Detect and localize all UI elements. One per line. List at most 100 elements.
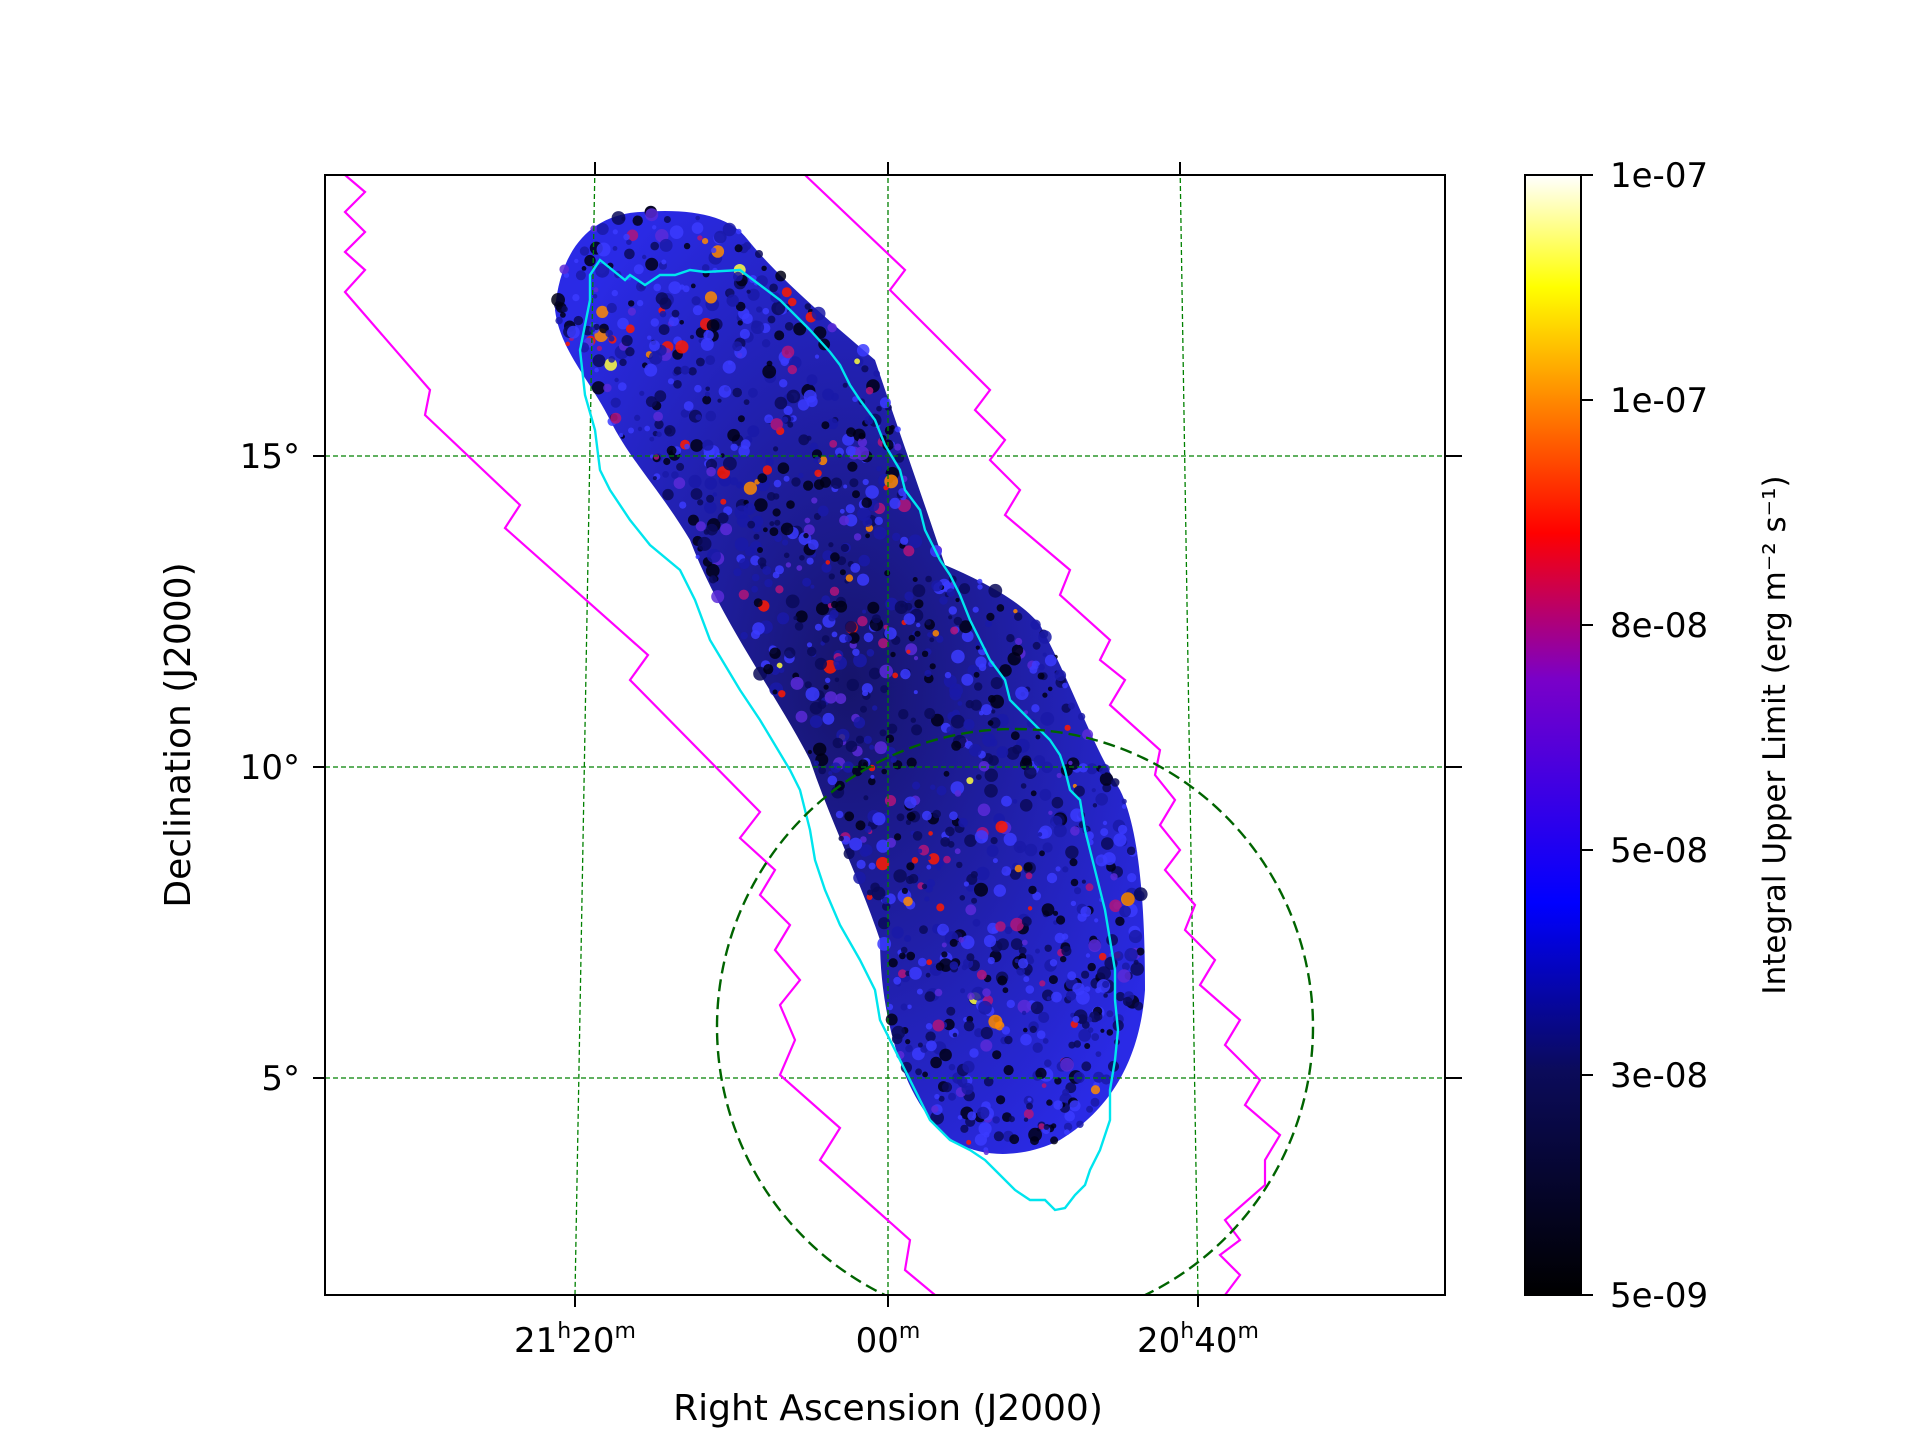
heatmap-cell	[924, 991, 936, 1002]
heatmap-cell	[687, 514, 699, 526]
heatmap-cell	[804, 303, 811, 310]
heatmap-cell	[936, 785, 947, 796]
heatmap-cell	[871, 614, 882, 624]
heatmap-cell	[900, 946, 908, 954]
heatmap-cell	[830, 762, 842, 773]
heatmap-cell	[954, 848, 961, 855]
heatmap-cell	[1035, 734, 1041, 740]
heatmap-cell	[926, 1040, 937, 1052]
heatmap-cell	[996, 746, 1009, 759]
heatmap-cell	[1086, 763, 1098, 775]
heatmap-cell	[603, 383, 612, 393]
heatmap-cell	[1082, 729, 1094, 741]
heatmap-cell	[659, 238, 673, 252]
heatmap-cell	[941, 1082, 953, 1093]
heatmap-cell	[1072, 1015, 1080, 1023]
heatmap-cell	[695, 215, 700, 221]
heatmap-cell	[925, 575, 932, 583]
heatmap-cell	[644, 363, 658, 377]
heatmap-cell	[903, 545, 915, 557]
heatmap-cell	[662, 488, 674, 501]
heatmap-cell	[761, 265, 767, 271]
heatmap-cell	[650, 318, 659, 327]
heatmap-cell	[1061, 933, 1069, 940]
heatmap-cell	[775, 270, 787, 282]
heatmap-cell	[596, 345, 603, 351]
heatmap-cell	[656, 431, 662, 438]
heatmap-cell	[1051, 991, 1062, 1003]
heatmap-cell	[956, 861, 963, 869]
heatmap-cell	[844, 620, 857, 633]
heatmap-cell	[976, 969, 987, 980]
heatmap-cell	[734, 537, 749, 552]
heatmap-cell	[644, 425, 651, 432]
heatmap-cell	[619, 433, 624, 438]
heatmap-cell	[752, 622, 765, 635]
heatmap-cell	[610, 412, 622, 424]
heatmap-cell	[805, 687, 820, 702]
heatmap-cell	[940, 837, 951, 847]
heatmap-cell	[855, 735, 865, 744]
heatmap-cell	[823, 684, 829, 690]
heatmap-cell	[830, 552, 840, 562]
heatmap-cell	[930, 1056, 942, 1069]
heatmap-cell	[1070, 878, 1079, 887]
heatmap-cell	[903, 613, 916, 625]
heatmap-cell	[1026, 1102, 1033, 1110]
heatmap-cell	[813, 742, 827, 756]
heatmap-cell	[632, 215, 643, 226]
heatmap-cell	[659, 310, 667, 318]
heatmap-cell	[871, 886, 886, 901]
heatmap-cell	[592, 294, 598, 299]
heatmap-cell	[1062, 866, 1069, 873]
heatmap-cell	[925, 1023, 933, 1030]
heatmap-cell	[908, 534, 923, 549]
heatmap-cell	[814, 354, 820, 359]
heatmap-cell	[720, 498, 727, 505]
heatmap-cell	[1039, 850, 1045, 857]
heatmap-cell	[1017, 846, 1022, 851]
heatmap-cell	[929, 637, 935, 643]
heatmap-cell	[702, 238, 709, 245]
heatmap-cell	[1070, 900, 1077, 907]
heatmap-cell	[991, 709, 996, 714]
heatmap-cell	[1078, 1028, 1092, 1042]
heatmap-cell	[922, 1071, 928, 1078]
heatmap-cell	[1099, 772, 1114, 786]
heatmap-cell	[762, 566, 772, 575]
heatmap-cell	[787, 297, 797, 307]
heatmap-cell	[718, 385, 732, 398]
heatmap-cell	[1030, 619, 1041, 630]
heatmap-cell	[666, 445, 677, 456]
heatmap-cell	[966, 1139, 972, 1145]
heatmap-cell	[926, 959, 933, 966]
heatmap-cell	[904, 602, 913, 611]
heatmap-cell	[1115, 991, 1126, 1002]
heatmap-cell	[1095, 854, 1108, 867]
heatmap-cell	[1109, 899, 1122, 913]
heatmap-cell	[784, 647, 796, 659]
heatmap-cell	[862, 609, 867, 614]
heatmap-cell	[978, 663, 987, 672]
heatmap-cell	[596, 223, 609, 235]
heatmap-cell	[946, 726, 954, 734]
heatmap-cell	[920, 1045, 928, 1053]
heatmap-cell	[753, 598, 763, 607]
heatmap-cell	[936, 635, 944, 643]
heatmap-cell	[960, 1124, 969, 1133]
heatmap-cell	[813, 456, 822, 464]
heatmap-cell	[565, 341, 570, 347]
heatmap-cell	[1055, 866, 1061, 872]
heatmap-cell	[645, 396, 657, 408]
heatmap-cell	[795, 710, 808, 723]
heatmap-cell	[1106, 934, 1118, 946]
heatmap-cell	[723, 456, 737, 471]
heatmap-cell	[730, 443, 738, 451]
heatmap-cell	[617, 317, 629, 330]
heatmap-cell	[849, 837, 863, 851]
heatmap-cell	[950, 714, 965, 729]
heatmap-cell	[746, 289, 751, 294]
heatmap-cell	[860, 844, 873, 856]
heatmap-cell	[1013, 609, 1018, 614]
heatmap-cell	[795, 610, 808, 623]
